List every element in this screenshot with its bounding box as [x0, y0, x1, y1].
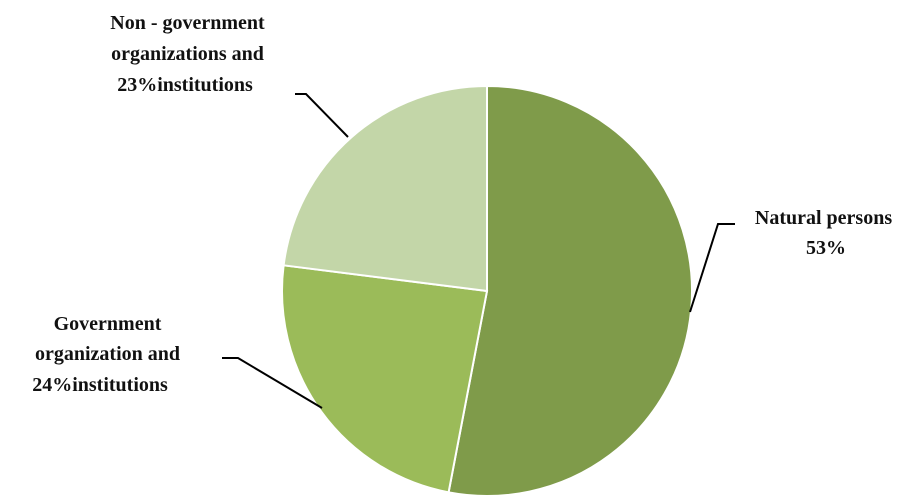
leader-lines	[222, 93, 735, 409]
pie-slice-government-organization-and-institutions	[281, 264, 489, 494]
label-government-line-1: Government	[54, 313, 162, 335]
label-non-government: Non - government organizations and 23%in…	[110, 12, 269, 96]
label-non-government-line-1: Non - government	[110, 12, 265, 34]
leader-line-non-government	[295, 93, 349, 138]
label-government-line-3: 24%institutions	[32, 374, 168, 396]
leader-line-natural-persons	[689, 223, 735, 313]
pie-slice-non-government-organizations-and-institutions	[282, 84, 488, 293]
pie-slices	[281, 84, 693, 497]
label-non-government-line-3: 23%institutions	[117, 74, 253, 96]
label-natural-persons-line-2: 53%	[806, 237, 846, 259]
label-natural-persons-line-1: Natural persons	[755, 207, 892, 229]
label-government-line-2: organization and	[35, 343, 180, 365]
label-natural-persons: Natural persons 53%	[755, 207, 897, 259]
label-government: Government organization and 24%instituti…	[32, 313, 185, 396]
label-non-government-line-2: organizations and	[111, 43, 264, 65]
leader-line-government	[222, 357, 323, 409]
